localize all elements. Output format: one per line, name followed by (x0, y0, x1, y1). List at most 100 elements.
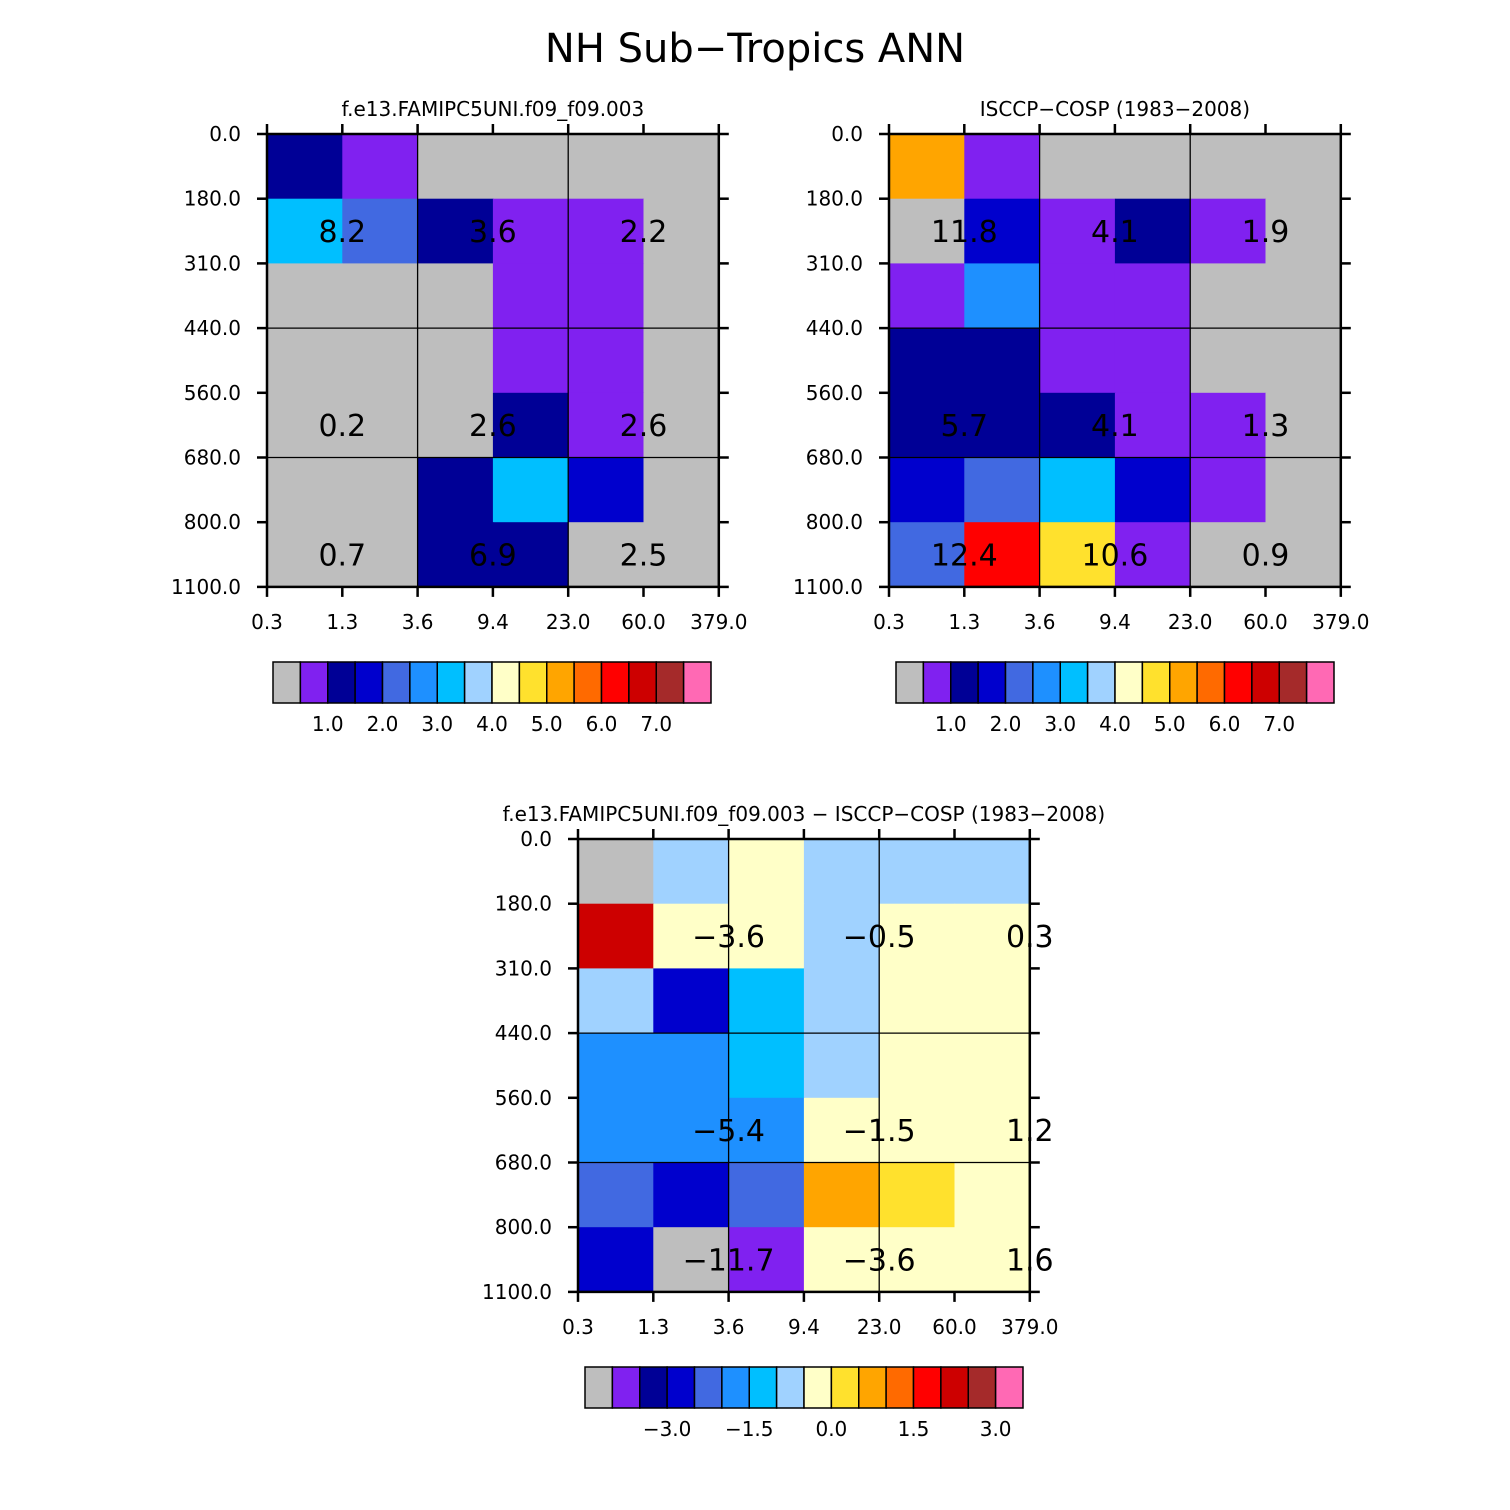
colorbar-label: 7.0 (1263, 712, 1295, 736)
y-tick-label: 180.0 (495, 892, 552, 916)
y-tick-label: 440.0 (184, 316, 241, 340)
y-tick-label: 800.0 (806, 510, 863, 534)
cell-value-label: 1.9 (1242, 215, 1290, 250)
cell-value-label: 2.6 (620, 409, 668, 444)
colorbar-label: 6.0 (1209, 712, 1241, 736)
heatmap-cell (728, 839, 805, 905)
x-tick-label: 0.3 (251, 610, 283, 634)
colorbar: 1.0 2.0 3.0 4.0 5.0 6.0 7.0 (895, 661, 1335, 736)
heatmap-cell (568, 392, 645, 459)
colorbar-swatch (1086, 661, 1116, 704)
colorbar-label: 2.0 (367, 712, 399, 736)
cell-value-label: 6.9 (469, 539, 517, 574)
colorbar-swatch (600, 661, 630, 704)
heatmap-cell (267, 134, 343, 200)
heatmap-cell (1114, 134, 1191, 200)
heatmap-cell (267, 263, 343, 329)
colorbar-swatch (409, 661, 438, 704)
heatmap-cell (1039, 328, 1116, 394)
heatmap-cell (803, 903, 880, 969)
x-tick-label: 1.3 (637, 1315, 669, 1339)
y-tick-label: 800.0 (495, 1215, 552, 1239)
colorbar-swatch (381, 661, 411, 704)
heatmap-cell (492, 522, 569, 588)
colorbar-swatch (1223, 661, 1253, 704)
cell-value-label: 0.2 (318, 409, 366, 444)
cell-value-label: 1.2 (1006, 1114, 1054, 1149)
colorbar-swatch (327, 661, 356, 704)
colorbar-swatch (299, 661, 329, 704)
colorbar-swatch (1114, 661, 1144, 704)
colorbar-swatch (830, 1366, 860, 1409)
colorbar-swatch (885, 1366, 915, 1409)
x-tick-label: 60.0 (621, 610, 666, 634)
colorbar-swatch (967, 1366, 997, 1409)
panels: f.e13.FAMIPC5UNI.f09_f09.003 0.3 1.3 3.6 9.4… (171, 97, 1369, 1441)
colorbar-swatch (1169, 661, 1198, 704)
y-tick-label: 440.0 (806, 316, 863, 340)
colorbar: −3.0 −1.5 0.0 1.5 3.0 (584, 1366, 1024, 1441)
heatmap-cell (954, 839, 1031, 905)
colorbar-swatch (546, 661, 575, 704)
heatmap-cell (342, 198, 419, 264)
cell-value-label: 0.3 (1006, 920, 1054, 955)
colorbar-swatch (1305, 661, 1335, 704)
colorbar-swatch (950, 661, 979, 704)
heatmap-cell (568, 134, 645, 200)
y-tick-label: 180.0 (806, 187, 863, 211)
heatmap-cell (578, 903, 654, 969)
heatmap-cell (1190, 198, 1267, 264)
x-tick-label: 3.6 (713, 1315, 745, 1339)
heatmap-cell (653, 968, 730, 1034)
heatmap-cell (1265, 134, 1342, 200)
heatmap-cell (653, 903, 730, 969)
panel-1: f.e13.FAMIPC5UNI.f09_f09.003 0.3 1.3 3.6 9.4… (171, 97, 747, 736)
colorbar-swatch (803, 1366, 833, 1409)
panel-title: f.e13.FAMIPC5UNI.f09_f09.003 (342, 97, 645, 121)
y-tick-label: 440.0 (495, 1021, 552, 1045)
heatmap-cell (1039, 392, 1116, 459)
colorbar-label: 7.0 (640, 712, 672, 736)
x-tick-label: 9.4 (788, 1315, 820, 1339)
heatmap-cell (889, 522, 965, 588)
heatmap-cell (578, 839, 654, 905)
panel-title: f.e13.FAMIPC5UNI.f09_f09.003 − ISCCP−COS… (503, 802, 1105, 826)
heatmap-cell (1039, 457, 1116, 523)
heatmap-cell (653, 839, 730, 905)
heatmap-cell (1265, 457, 1342, 523)
colorbar-swatch (272, 661, 302, 704)
colorbar-label: 6.0 (586, 712, 618, 736)
heatmap-cell (879, 1033, 956, 1099)
heatmap-cell (1190, 457, 1267, 523)
heatmap-cell (803, 839, 880, 905)
page-title: NH Sub−Tropics ANN (545, 26, 965, 72)
heatmap-cell (954, 968, 1031, 1034)
panel-title: ISCCP−COSP (1983−2008) (980, 97, 1250, 121)
heatmap-cell (1114, 522, 1191, 588)
heatmap-cell (954, 1162, 1031, 1228)
heatmap-cell (492, 263, 569, 329)
heatmap-cell (964, 522, 1041, 588)
y-tick-label: 1100.0 (482, 1280, 552, 1304)
heatmap-cell (1190, 522, 1267, 588)
heatmap-cell (728, 968, 805, 1034)
heatmap-cell (889, 263, 965, 329)
colorbar-label: 1.0 (935, 712, 967, 736)
heatmap-cell (653, 1227, 730, 1293)
heatmap-cell (417, 198, 494, 264)
heatmap-cell (1039, 134, 1116, 200)
colorbar-label: 5.0 (531, 712, 563, 736)
y-tick-label: 1100.0 (793, 575, 863, 599)
heatmap-cell (954, 1097, 1031, 1164)
cell-value-label: −11.7 (683, 1244, 775, 1279)
heatmap-cell (653, 1097, 730, 1164)
heatmap-cell (643, 392, 720, 459)
panel-3: f.e13.FAMIPC5UNI.f09_f09.003 − ISCCP−COS… (482, 802, 1105, 1441)
heatmap-cell (417, 457, 494, 523)
colorbar-swatch (611, 1366, 641, 1409)
heatmap-cell (879, 1162, 956, 1228)
heatmap-cell (1190, 134, 1267, 200)
cell-value-label: 2.5 (620, 539, 668, 574)
heatmap-cell (1039, 263, 1116, 329)
y-tick-label: 0.0 (209, 122, 241, 146)
